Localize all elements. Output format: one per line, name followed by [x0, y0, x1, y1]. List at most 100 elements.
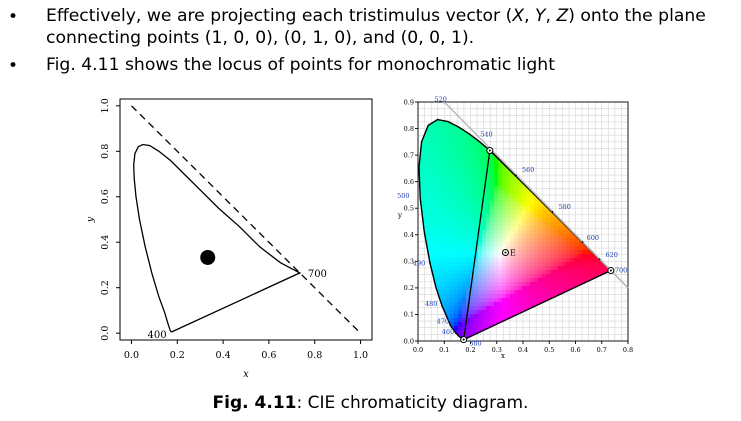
gamut-cell — [430, 230, 435, 235]
gamut-cell — [510, 190, 515, 195]
gamut-cell — [486, 282, 491, 287]
gamut-cell — [490, 190, 495, 195]
gamut-cell — [482, 274, 487, 279]
gamut-cell — [514, 222, 519, 227]
gamut-cell — [430, 154, 435, 159]
gamut-cell — [534, 238, 539, 243]
gamut-cell — [566, 254, 571, 259]
y-tick-label: 0.6 — [100, 189, 111, 204]
gamut-cell — [490, 186, 495, 191]
gamut-cell — [522, 258, 527, 263]
gamut-cell — [478, 246, 483, 251]
gamut-cell — [446, 250, 451, 255]
gamut-cell — [422, 178, 427, 183]
gamut-cell — [482, 326, 487, 331]
gamut-cell — [530, 218, 535, 223]
gamut-cell — [538, 242, 543, 247]
gamut-cell — [538, 222, 543, 227]
gamut-cell — [422, 142, 427, 147]
gamut-cell — [446, 254, 451, 259]
gamut-cell — [478, 286, 483, 291]
gamut-cell — [502, 206, 507, 211]
gamut-cell — [462, 266, 467, 271]
gamut-cell — [514, 210, 519, 215]
gamut-cell — [498, 218, 503, 223]
gamut-cell — [498, 194, 503, 199]
x-tick-label: 0.2 — [465, 346, 475, 354]
gamut-cell — [434, 234, 439, 239]
gamut-cell — [442, 246, 447, 251]
gamut-cell — [510, 174, 515, 179]
gamut-cell — [510, 222, 515, 227]
gamut-cell — [502, 210, 507, 215]
gamut-cell — [490, 206, 495, 211]
gamut-cell — [574, 270, 579, 275]
gamut-cell — [454, 242, 459, 247]
gamut-cell — [594, 274, 599, 279]
gamut-cell — [530, 266, 535, 271]
gamut-cell — [482, 158, 487, 163]
gamut-cell — [474, 174, 479, 179]
gamut-cell — [458, 142, 463, 147]
gamut-cell — [498, 198, 503, 203]
gamut-cell — [482, 214, 487, 219]
gamut-cell — [498, 302, 503, 307]
gamut-cell — [478, 166, 483, 171]
gamut-cell — [442, 254, 447, 259]
gamut-cell — [474, 306, 479, 311]
wavelength-annotation: 400 — [148, 330, 167, 341]
gamut-cell — [602, 266, 607, 271]
gamut-cell — [530, 230, 535, 235]
gamut-cell — [478, 318, 483, 323]
gamut-cell — [478, 150, 483, 155]
gamut-cell — [518, 306, 523, 311]
gamut-cell — [434, 166, 439, 171]
gamut-cell — [502, 258, 507, 263]
gamut-cell — [470, 142, 475, 147]
gamut-cell — [474, 218, 479, 223]
gamut-cell — [434, 222, 439, 227]
gamut-cell — [498, 286, 503, 291]
gamut-cell — [442, 258, 447, 263]
gamut-cell — [570, 238, 575, 243]
gamut-cell — [450, 230, 455, 235]
gamut-cell — [486, 154, 491, 159]
text-run: , — [545, 6, 557, 26]
gamut-cell — [466, 314, 471, 319]
gamut-cell — [518, 182, 523, 187]
gamut-cell — [578, 274, 583, 279]
gamut-cell — [506, 194, 511, 199]
wavelength-label: 500 — [397, 192, 409, 200]
gamut-cell — [430, 186, 435, 191]
gamut-cell — [450, 186, 455, 191]
gamut-cell — [482, 254, 487, 259]
wavelength-label: 620 — [606, 251, 618, 259]
gamut-cell — [478, 190, 483, 195]
gamut-cell — [510, 286, 515, 291]
gamut-cell — [482, 166, 487, 171]
gamut-cell — [566, 246, 571, 251]
gamut-cell — [582, 246, 587, 251]
gamut-cell — [474, 230, 479, 235]
gamut-cell — [430, 242, 435, 247]
gamut-cell — [558, 250, 563, 255]
gamut-cell — [450, 234, 455, 239]
gamut-cell — [450, 306, 455, 311]
gamut-cell — [466, 246, 471, 251]
gamut-cell — [454, 258, 459, 263]
gamut-cell — [514, 282, 519, 287]
gamut-cell — [542, 250, 547, 255]
gamut-cell — [514, 214, 519, 219]
gamut-cell — [546, 286, 551, 291]
gamut-cell — [510, 306, 515, 311]
wavelength-tick — [436, 118, 439, 121]
gamut-cell — [434, 122, 439, 127]
gamut-cell — [510, 266, 515, 271]
x-tick-label: 0.4 — [216, 350, 231, 361]
gamut-cell — [534, 246, 539, 251]
gamut-cell — [426, 162, 431, 167]
gamut-cell — [514, 254, 519, 259]
gamut-cell — [434, 266, 439, 271]
gamut-cell — [546, 250, 551, 255]
gamut-cell — [430, 254, 435, 259]
